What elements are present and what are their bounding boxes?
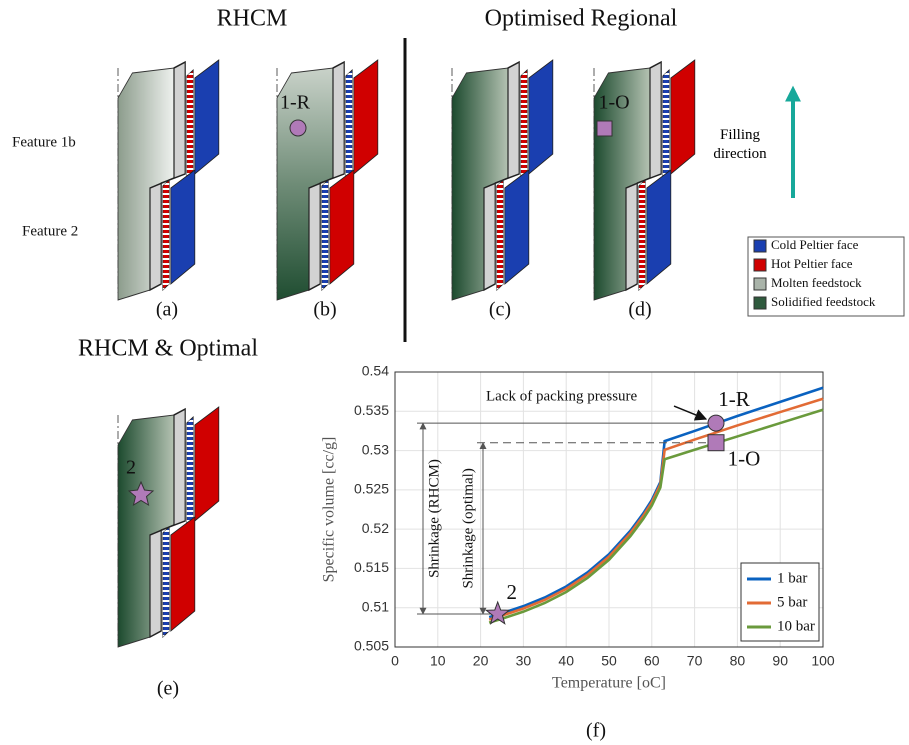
x-tick-label: 60 <box>644 653 660 669</box>
panel-label: (d) <box>628 299 651 321</box>
legend-label: Solidified feedstock <box>771 294 876 309</box>
legend-swatch <box>754 240 766 252</box>
peltier-face <box>171 517 195 631</box>
figure: RHCM Optimised Regional RHCM & Optimal F… <box>0 0 909 745</box>
x-tick-label: 50 <box>601 653 617 669</box>
y-tick-label: 0.51 <box>362 598 389 614</box>
mould-schematic <box>118 60 219 300</box>
point-label: 1-R <box>280 92 311 114</box>
y-tick-label: 0.505 <box>354 638 389 654</box>
peltier-stripes <box>187 70 193 180</box>
peltier-face <box>195 407 219 521</box>
point-label: 1-O <box>598 92 629 114</box>
peltier-face <box>195 60 219 174</box>
peltier-stripes <box>521 70 527 180</box>
feature-label: Feature 2 <box>22 223 78 239</box>
x-tick-label: 40 <box>558 653 574 669</box>
y-axis-label: Specific volume [cc/g] <box>321 437 338 583</box>
legend: Cold Peltier face Hot Peltier face Molten … <box>748 237 904 316</box>
x-tick-label: 30 <box>516 653 532 669</box>
y-tick-label: 0.53 <box>362 441 389 457</box>
point-marker <box>290 120 306 136</box>
x-tick-label: 0 <box>391 653 399 669</box>
point-label: 2 <box>506 580 517 604</box>
annotation: Lack of packing pressure <box>486 389 638 405</box>
heading: Optimised Regional <box>485 6 678 32</box>
peltier-stripes <box>163 180 169 290</box>
legend-label: Hot Peltier face <box>771 256 853 271</box>
peltier-stripes <box>187 417 193 527</box>
panel-label: (b) <box>313 299 336 321</box>
peltier-face <box>330 170 354 284</box>
x-tick-label: 80 <box>730 653 746 669</box>
y-tick-label: 0.525 <box>354 481 389 497</box>
x-tick-label: 10 <box>430 653 446 669</box>
legend-label: 10 bar <box>777 618 815 634</box>
chart: 0 10 20 30 40 50 60 70 80 90 100 0.505 0.51 0.515 0.52… <box>321 363 835 692</box>
peltier-stripes <box>322 180 328 290</box>
panel-label: (e) <box>157 678 179 700</box>
x-tick-label: 20 <box>473 653 489 669</box>
legend-label: 5 bar <box>777 594 807 610</box>
legend-label: Cold Peltier face <box>771 237 859 252</box>
peltier-stripes <box>497 180 503 290</box>
mould-schematic <box>118 407 219 647</box>
peltier-stripes <box>163 527 169 637</box>
peltier-stripes <box>639 180 645 290</box>
x-axis-label: Temperature [oC] <box>552 675 666 692</box>
y-tick-label: 0.535 <box>354 402 389 418</box>
x-tick-label: 100 <box>811 653 835 669</box>
peltier-face <box>171 170 195 284</box>
point-marker <box>708 435 724 451</box>
point-marker <box>708 415 724 431</box>
y-tick-label: 0.515 <box>354 559 389 575</box>
legend-label: 1 bar <box>777 570 807 586</box>
filling-direction-label: Filling direction <box>698 126 782 164</box>
point-label: 2 <box>126 457 136 479</box>
panel-label: (f) <box>586 720 606 742</box>
peltier-face <box>529 60 553 174</box>
y-tick-label: 0.54 <box>362 363 389 379</box>
point-label: 1-O <box>728 447 761 471</box>
peltier-face <box>647 170 671 284</box>
legend-swatch <box>754 278 766 290</box>
annotation: Shrinkage (optimal) <box>460 468 476 588</box>
heading: RHCM <box>217 6 288 32</box>
panel-label: (a) <box>156 299 178 321</box>
point-label: 1-R <box>718 387 750 411</box>
x-tick-label: 90 <box>772 653 788 669</box>
mould-schematic <box>452 60 553 300</box>
x-tick-label: 70 <box>687 653 703 669</box>
point-marker <box>597 121 612 136</box>
peltier-face <box>505 170 529 284</box>
panel-label: (c) <box>489 299 511 321</box>
peltier-stripes <box>346 70 352 180</box>
peltier-stripes <box>663 70 669 180</box>
peltier-face <box>354 60 378 174</box>
figure-canvas: RHCM Optimised Regional RHCM & Optimal F… <box>0 0 909 745</box>
peltier-face <box>671 60 695 174</box>
heading: RHCM & Optimal <box>78 336 258 362</box>
feature-label: Feature 1b <box>12 134 76 150</box>
legend-label: Molten feedstock <box>771 275 862 290</box>
legend-swatch <box>754 259 766 271</box>
y-tick-label: 0.52 <box>362 520 389 536</box>
annotation: Shrinkage (RHCM) <box>426 459 442 578</box>
legend-swatch <box>754 297 766 309</box>
